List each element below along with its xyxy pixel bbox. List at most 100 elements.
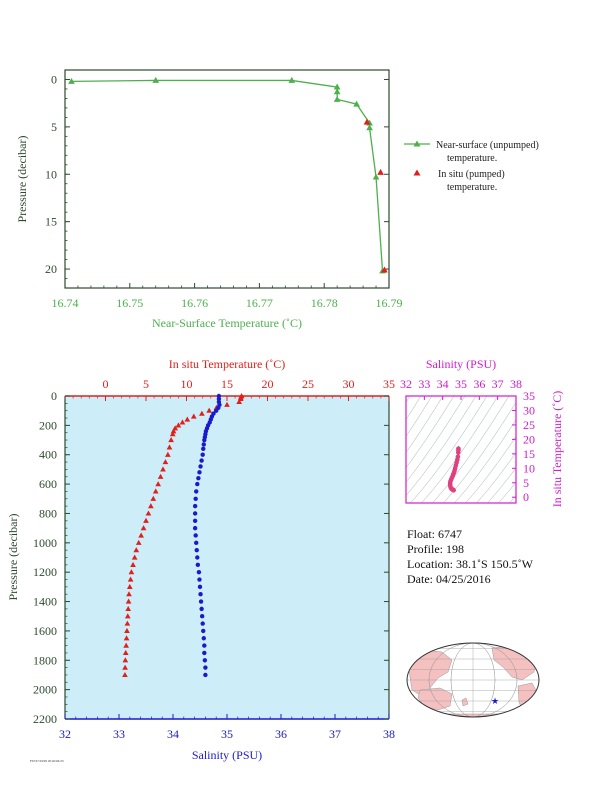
ts-density-contour bbox=[443, 401, 516, 503]
temperature-profile-point bbox=[122, 649, 129, 656]
ts-plot-background bbox=[406, 396, 516, 503]
temperature-axis-title: In situ Temperature (˚C) bbox=[169, 357, 286, 371]
salinity-profile-point bbox=[192, 503, 198, 509]
near-surface-temperature-point bbox=[353, 100, 360, 107]
ts-salinity-tick-label: 36 bbox=[473, 377, 485, 391]
salinity-profile-point bbox=[194, 540, 199, 546]
salinity-profile-point bbox=[197, 584, 203, 590]
temperature-profile-point bbox=[165, 451, 171, 457]
salinity-profile-point bbox=[201, 636, 206, 641]
near-surface-x-tick-label: 16.75 bbox=[116, 296, 143, 310]
temperature-profile-point bbox=[133, 547, 140, 553]
near-surface-temperature-point bbox=[152, 76, 160, 83]
near-surface-temperature-point bbox=[68, 77, 75, 84]
salinity-tick-label: 36 bbox=[275, 727, 287, 741]
ts-surface-point bbox=[455, 445, 462, 451]
ts-temperature-tick-label: 35 bbox=[523, 389, 535, 403]
temperature-profile-point bbox=[148, 503, 154, 509]
near-surface-x-tick-label: 16.77 bbox=[246, 296, 273, 310]
pressure-tick-label: 2000 bbox=[33, 683, 57, 697]
ts-density-contour bbox=[410, 396, 488, 503]
temperature-profile-point bbox=[166, 444, 173, 450]
ts-salinity-tick-label: 34 bbox=[437, 377, 449, 391]
salinity-profile-point bbox=[194, 547, 199, 553]
temperature-tick-label: 0 bbox=[103, 377, 109, 391]
legend-marker-near-surface bbox=[413, 140, 421, 147]
pressure-tick-label: 1200 bbox=[33, 565, 57, 579]
salinity-profile-point bbox=[201, 442, 206, 447]
near-surface-x-tick-label: 16.74 bbox=[52, 296, 79, 310]
temperature-profile-point bbox=[179, 419, 186, 425]
salinity-profile-point bbox=[195, 562, 201, 568]
temperature-profile-point bbox=[162, 459, 169, 465]
ts-density-contours bbox=[406, 396, 516, 503]
map-land-new-zealand bbox=[461, 697, 469, 707]
near-surface-temperature-point bbox=[366, 124, 373, 131]
salinity-profile-point bbox=[200, 621, 205, 626]
in-situ-temperature-markers bbox=[363, 118, 388, 273]
temperature-profile-markers bbox=[122, 393, 245, 678]
temperature-tick-label: 15 bbox=[221, 377, 233, 391]
ts-temperature-tick-label: 5 bbox=[523, 476, 529, 490]
pressure-tick-label: 800 bbox=[39, 506, 57, 520]
salinity-profile-markers bbox=[192, 393, 222, 678]
legend-label-near-surface-2: temperature. bbox=[447, 153, 497, 164]
near-surface-temperature-point bbox=[333, 88, 341, 95]
float-id: Float: 6747 bbox=[407, 527, 462, 541]
legend-label-in-situ-2: temperature. bbox=[447, 182, 497, 193]
pressure-tick-label: 2200 bbox=[33, 712, 57, 726]
near-surface-y-tick-label: 5 bbox=[51, 120, 57, 134]
salinity-profile-point bbox=[200, 452, 205, 457]
temperature-tick-label: 25 bbox=[302, 377, 314, 391]
ts-profile-point bbox=[455, 450, 461, 455]
temperature-profile-point bbox=[126, 583, 133, 589]
salinity-profile-point bbox=[196, 569, 202, 575]
temperature-profile-point bbox=[135, 539, 142, 545]
near-surface-temperature-point bbox=[333, 95, 341, 102]
ts-profile-point bbox=[451, 487, 456, 493]
salinity-tick-label: 35 bbox=[221, 727, 233, 741]
salinity-bottom-axis: 32 33 34 35 36 37 38 bbox=[59, 714, 395, 741]
ts-temperature-tick-label: 0 bbox=[523, 490, 529, 504]
ts-temperature-tick-label: 30 bbox=[523, 403, 535, 417]
pressure-left-axis: 0 200 400 600 800 1000 1200 1400 1600 1800 2000 220… bbox=[33, 389, 389, 726]
temperature-profile-point bbox=[145, 510, 152, 516]
temperature-tick-label: 10 bbox=[181, 377, 193, 391]
salinity-profile-point bbox=[196, 476, 201, 481]
near-surface-x-tick-label: 16.79 bbox=[376, 296, 403, 310]
pressure-tick-label: 1600 bbox=[33, 624, 57, 638]
ts-density-contour bbox=[406, 396, 444, 454]
salinity-profile-point bbox=[197, 577, 202, 582]
legend-label-near-surface: Near-surface (unpumped) bbox=[436, 140, 539, 151]
pressure-tick-label: 200 bbox=[39, 418, 57, 432]
near-surface-y-axis-title: Pressure (decibar) bbox=[15, 136, 29, 223]
temperature-profile-point bbox=[152, 488, 159, 494]
near-surface-y-tick-label: 20 bbox=[45, 262, 57, 276]
float-position-star-icon: ★ bbox=[491, 696, 499, 706]
near-surface-y-tick-label: 0 bbox=[51, 72, 57, 86]
temperature-profile-point bbox=[206, 407, 213, 413]
salinity-profile-point bbox=[202, 658, 208, 663]
ts-density-contour bbox=[454, 419, 516, 503]
near-surface-x-tick-label: 16.76 bbox=[181, 296, 208, 310]
salinity-tick-label: 33 bbox=[113, 727, 125, 741]
salinity-profile-point bbox=[203, 672, 208, 678]
salinity-profile-point bbox=[202, 650, 207, 656]
salinity-profile-point bbox=[201, 628, 206, 634]
temperature-profile-point bbox=[224, 401, 230, 407]
temperature-profile-point bbox=[122, 657, 129, 663]
ts-temperature-tick-label: 15 bbox=[523, 447, 535, 461]
legend-marker-in-situ bbox=[413, 169, 421, 176]
temperature-profile-point bbox=[126, 591, 132, 597]
near-surface-temperature-point bbox=[372, 173, 380, 180]
in-situ-temperature-point bbox=[381, 266, 388, 273]
temperature-profile-point bbox=[140, 525, 147, 531]
float-info: Float: 6747 Profile: 198 Location: 38.1˚… bbox=[407, 527, 534, 586]
salinity-profile-point bbox=[192, 511, 198, 516]
temperature-profile-point bbox=[155, 481, 161, 487]
near-surface-legend: Near-surface (unpumped) temperature. In … bbox=[404, 140, 539, 193]
temperature-top-axis: 0 5 10 15 20 25 30 35 bbox=[64, 377, 395, 401]
near-surface-y-axis: 0 5 10 15 20 bbox=[45, 72, 389, 279]
map-outline bbox=[406, 642, 540, 718]
